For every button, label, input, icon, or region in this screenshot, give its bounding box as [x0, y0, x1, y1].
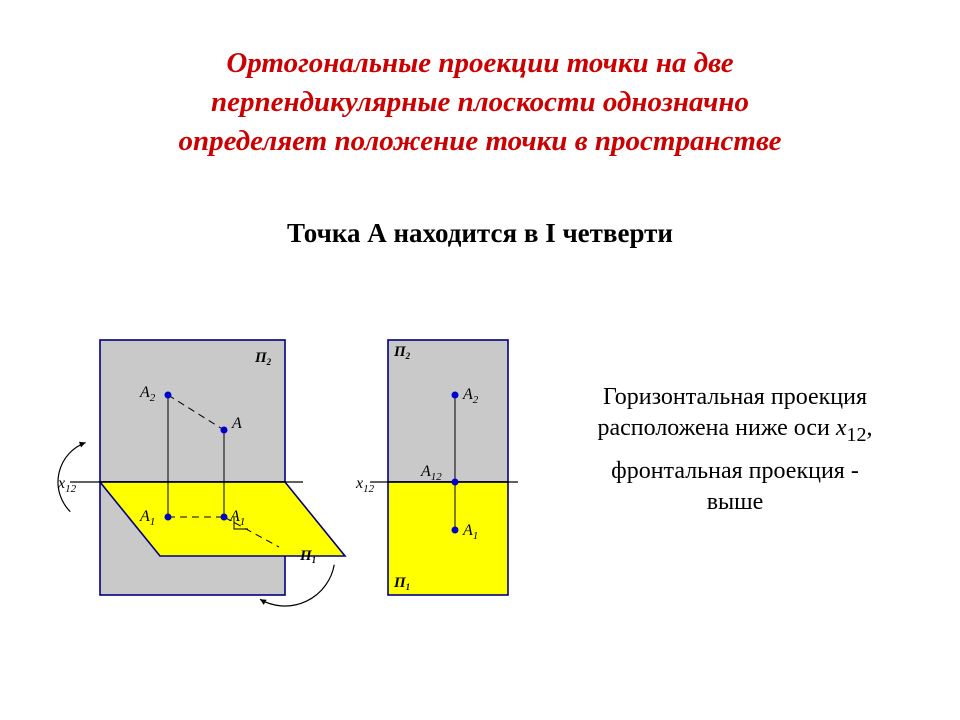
svg-text:х12: х12	[57, 475, 77, 495]
diagrams: АА2А1А1х12П2П1А2А12А1х12П2П1	[0, 0, 960, 720]
svg-text:А: А	[231, 415, 242, 432]
svg-text:х12: х12	[355, 475, 375, 495]
